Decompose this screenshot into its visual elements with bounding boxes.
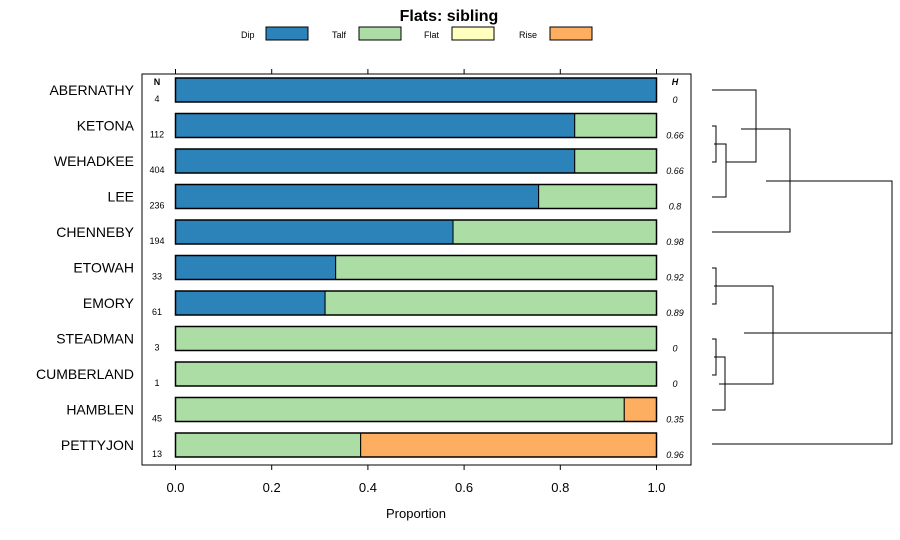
n-value-etowah: 33: [152, 272, 162, 282]
legend-label-rise: Rise: [519, 30, 537, 40]
bar-talf-emory: [324, 290, 657, 316]
h-value-cumberland: 0: [672, 379, 677, 389]
category-label-pettyjon: PETTYJON: [61, 437, 134, 453]
category-label-hamblen: HAMBLEN: [66, 402, 134, 418]
x-tick-label: 0.4: [359, 480, 377, 495]
legend-label-dip: Dip: [241, 30, 255, 40]
bar-dip-abernathy: [175, 77, 657, 103]
bar-dip-emory: [175, 290, 326, 316]
bar-outline-pettyjon: [174, 432, 658, 458]
bar-dip-wehadkee: [175, 148, 576, 174]
bar-talf-cumberland: [175, 361, 657, 387]
bar-dip-lee: [175, 184, 540, 209]
dendrogram: [712, 89, 893, 445]
bar-dip-chenneby: [175, 219, 454, 245]
category-label-etowah: ETOWAH: [73, 260, 134, 276]
x-tick-label: 0.6: [455, 480, 473, 495]
h-value-etowah: 0.92: [666, 273, 684, 283]
n-value-abernathy: 4: [154, 94, 159, 104]
bar-outline-wehadkee: [174, 148, 658, 174]
bar-outline-ketona: [174, 112, 658, 139]
plot-frame: [141, 73, 692, 466]
category-label-ketona: KETONA: [77, 118, 135, 134]
bar-outline-chenneby: [174, 219, 658, 245]
n-column-header: N: [154, 77, 161, 87]
dendrogram-branch: [712, 180, 893, 445]
legend-swatch-dip: [265, 26, 309, 41]
n-value-pettyjon: 13: [152, 449, 162, 459]
bar-talf-ketona: [574, 113, 657, 138]
n-value-cumberland: 1: [154, 378, 159, 388]
h-column-header: H: [672, 77, 679, 87]
bar-talf-lee: [538, 184, 658, 209]
bar-outline-cumberland: [174, 361, 658, 387]
bar-outline-abernathy: [174, 77, 658, 103]
legend: Dip Talf Flat Rise: [241, 26, 593, 41]
x-axis: 0.0 0.2 0.4 0.6 0.8 1.0: [166, 69, 666, 495]
h-value-ketona: 0.66: [666, 131, 684, 141]
dendrogram-branch: [712, 89, 757, 163]
category-label-lee: LEE: [108, 189, 134, 205]
category-label-abernathy: ABERNATHY: [49, 82, 134, 98]
legend-label-talf: Talf: [332, 30, 347, 40]
bar-talf-wehadkee: [574, 148, 657, 174]
legend-swatch-flat: [451, 26, 495, 41]
bar-talf-pettyjon: [175, 432, 362, 458]
bar-outline-lee: [174, 183, 658, 210]
n-value-emory: 61: [152, 307, 162, 317]
n-value-wehadkee: 404: [149, 165, 164, 175]
bar-talf-chenneby: [452, 219, 657, 245]
x-axis-label: Proportion: [386, 506, 446, 521]
h-value-steadman: 0: [672, 344, 677, 354]
bar-talf-steadman: [175, 326, 657, 351]
h-value-emory: 0.89: [666, 308, 684, 318]
chart-title: Flats: sibling: [400, 8, 499, 25]
dendrogram-branch: [714, 285, 774, 385]
bar-outline-etowah: [174, 254, 658, 281]
legend-label-flat: Flat: [424, 30, 440, 40]
x-tick-label: 0.8: [551, 480, 569, 495]
legend-swatch-talf: [358, 26, 402, 41]
h-value-wehadkee: 0.66: [666, 166, 684, 176]
x-tick-label: 1.0: [647, 480, 665, 495]
n-value-chenneby: 194: [149, 236, 164, 246]
bar-rise-pettyjon: [360, 432, 657, 458]
h-value-abernathy: 0: [672, 95, 677, 105]
bar-outline-hamblen: [174, 396, 658, 423]
h-value-hamblen: 0.35: [666, 415, 685, 425]
bar-dip-etowah: [175, 255, 337, 280]
category-label-steadman: STEADMAN: [56, 331, 134, 347]
h-value-pettyjon: 0.96: [666, 450, 684, 460]
category-label-emory: EMORY: [83, 295, 135, 311]
category-label-wehadkee: WEHADKEE: [54, 153, 134, 169]
x-tick-label: 0.0: [166, 480, 184, 495]
bar-dip-ketona: [175, 113, 576, 138]
n-value-ketona: 112: [150, 130, 164, 140]
h-value-lee: 0.8: [669, 202, 682, 212]
n-value-hamblen: 45: [152, 414, 162, 424]
bar-rows: ABERNATHY 4 0 KETONA 112 0.66 WEHADKEE 404 0.66 L…: [36, 77, 685, 460]
n-value-steadman: 3: [154, 343, 159, 353]
category-label-cumberland: CUMBERLAND: [36, 366, 134, 382]
bar-outline-steadman: [174, 325, 658, 352]
bar-talf-hamblen: [175, 397, 625, 422]
legend-swatch-rise: [549, 26, 593, 41]
dendrogram-branch: [712, 143, 727, 198]
bar-talf-etowah: [335, 255, 657, 280]
bar-rise-hamblen: [623, 397, 658, 422]
h-value-chenneby: 0.98: [666, 237, 684, 247]
bar-outline-emory: [174, 290, 658, 316]
n-value-lee: 236: [149, 201, 164, 211]
category-label-chenneby: CHENNEBY: [56, 224, 134, 240]
x-tick-label: 0.2: [263, 480, 281, 495]
